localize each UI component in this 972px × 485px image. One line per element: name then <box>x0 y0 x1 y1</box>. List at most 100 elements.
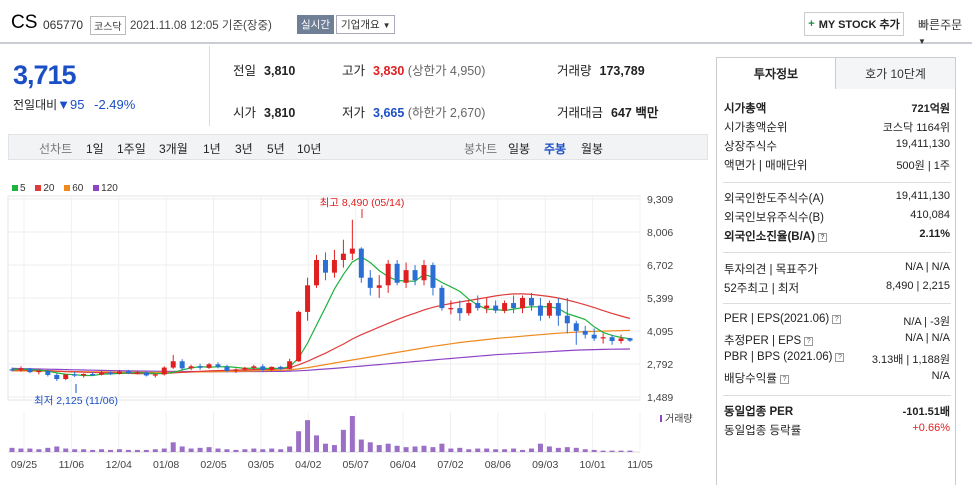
period-10y[interactable]: 10년 <box>297 142 322 156</box>
x-tick-label: 09/25 <box>11 459 37 471</box>
tab-investment-info[interactable]: 투자정보 <box>717 58 836 89</box>
info-key: 액면가 | 매매단위 <box>724 160 808 172</box>
volume-bar <box>528 448 534 452</box>
candle-body <box>296 311 302 362</box>
help-icon[interactable]: ? <box>779 375 789 384</box>
quote-time: 2021.11.08 12:05 기준(장중) <box>130 20 272 32</box>
volume-bar <box>367 442 373 452</box>
open-label: 시가 <box>233 106 257 120</box>
volume-bar <box>591 449 597 452</box>
candle-body <box>170 361 176 368</box>
info-key: 외국인보유주식수(B) <box>724 212 824 224</box>
legend-ma20: 20 <box>35 183 54 194</box>
volume-bar <box>161 448 167 452</box>
panel-divider <box>723 252 951 253</box>
x-tick-label: 04/02 <box>295 459 321 471</box>
quick-order-label: 빠른주문 <box>918 18 963 32</box>
line-chart-label: 선차트 <box>39 142 73 156</box>
x-tick-label: 11/06 <box>59 459 85 471</box>
info-key: 외국인소진율(B/A) <box>724 231 815 243</box>
info-value: 721억원 <box>911 103 950 115</box>
period-1w[interactable]: 1주일 <box>117 142 146 156</box>
panel-tabs: 투자정보 호가 10단계 <box>717 58 955 89</box>
candle-body <box>179 361 185 369</box>
legend-ma5: 5 <box>12 183 26 194</box>
weekly-candle-chart[interactable]: 9,309 8,006 6,702 5,399 4,095 2,792 1,489 09/25… <box>0 188 712 485</box>
y-tick-label: 8,006 <box>647 227 673 239</box>
legend-swatch <box>93 185 100 191</box>
candle-body <box>475 303 481 309</box>
add-my-stock-label: MY STOCK 추가 <box>818 19 900 31</box>
company-overview-label: 기업개요 <box>341 19 380 31</box>
candle-body <box>54 374 60 379</box>
candle-body <box>188 366 194 369</box>
volume-bar <box>54 446 60 452</box>
add-my-stock-button[interactable]: + MY STOCK 추가 <box>804 12 904 36</box>
candle-body <box>394 263 400 283</box>
candle-monthly[interactable]: 월봉 <box>581 142 604 156</box>
high-annotation: 최고 8,490 (05/14) <box>320 197 405 209</box>
candle-body <box>340 253 346 260</box>
quick-order-link[interactable]: 빠른주문 ▼ <box>918 16 972 47</box>
realtime-badge[interactable]: 실시간 <box>297 15 334 34</box>
candle-body <box>314 259 320 286</box>
candle-body <box>546 303 552 316</box>
legend-label: 5 <box>20 183 26 194</box>
candle-body <box>9 369 15 371</box>
prev-close-label: 전일 <box>233 64 257 78</box>
stock-header: CS 065770 코스닥 2021.11.08 12:05 기준(장중) 실시… <box>0 0 972 47</box>
info-value: 3.13배 | 1,188원 <box>871 354 950 366</box>
period-1y[interactable]: 1년 <box>203 142 221 156</box>
candle-body <box>161 367 167 375</box>
info-value: +0.66% <box>912 422 950 434</box>
company-overview-button[interactable]: 기업개요 ▼ <box>336 15 396 34</box>
prev-close: 전일 3,810 <box>233 60 295 79</box>
legend-ma120: 120 <box>93 183 118 194</box>
prev-close-value: 3,810 <box>264 64 296 78</box>
candle-body <box>412 270 418 281</box>
period-1d[interactable]: 1일 <box>86 142 104 156</box>
volume-bar <box>555 447 561 452</box>
candle-daily[interactable]: 일봉 <box>508 142 531 156</box>
legend-label: 60 <box>72 183 84 194</box>
ma60-line <box>12 329 631 373</box>
candle-body <box>90 373 96 376</box>
candle-body <box>63 374 69 379</box>
period-3y[interactable]: 3년 <box>235 142 253 156</box>
amount-label: 거래대금 <box>557 106 604 120</box>
help-icon[interactable]: ? <box>804 337 814 346</box>
period-5y[interactable]: 5년 <box>267 142 285 156</box>
info-row: 외국인보유주식수(B) 410,084 <box>724 209 950 225</box>
panel-divider <box>723 303 951 304</box>
volume-bar <box>573 447 579 452</box>
ma-legend: 5 20 60 120 <box>12 183 125 194</box>
volume-bar <box>134 449 140 452</box>
panel-divider <box>723 395 951 396</box>
info-row: 시가총액순위 코스닥 1164위 <box>724 119 950 135</box>
volume-bar <box>340 429 346 452</box>
period-3m[interactable]: 3개월 <box>159 142 188 156</box>
volume-bar <box>430 447 436 452</box>
price-diff: 전일대비▼95 -2.49% <box>13 96 135 113</box>
candle-body <box>502 303 508 311</box>
volume-bar <box>618 450 624 452</box>
candle-body <box>206 364 212 368</box>
candle-body <box>582 330 588 335</box>
volume-bar <box>511 448 517 452</box>
volume-bar <box>170 442 176 452</box>
help-icon[interactable]: ? <box>832 315 842 324</box>
volume-label: 거래량 <box>557 64 592 78</box>
candle-body <box>99 372 105 375</box>
volume-legend-swatch <box>660 415 662 422</box>
amount-value: 647 백만 <box>611 106 659 120</box>
volume-bar <box>9 447 15 452</box>
tab-hoga[interactable]: 호가 10단계 <box>836 58 955 89</box>
candle-body <box>511 303 517 309</box>
quote-summary: 전일 3,810 고가 3,830 (상한가 4,950) 거래량 173,789 시… <box>211 46 711 126</box>
volume-bar <box>143 449 149 452</box>
stock-code: 065770 <box>43 18 84 32</box>
candle-body <box>36 370 42 373</box>
help-icon[interactable]: ? <box>835 353 845 362</box>
help-icon[interactable]: ? <box>817 233 827 242</box>
candle-weekly[interactable]: 주봉 <box>544 142 567 156</box>
